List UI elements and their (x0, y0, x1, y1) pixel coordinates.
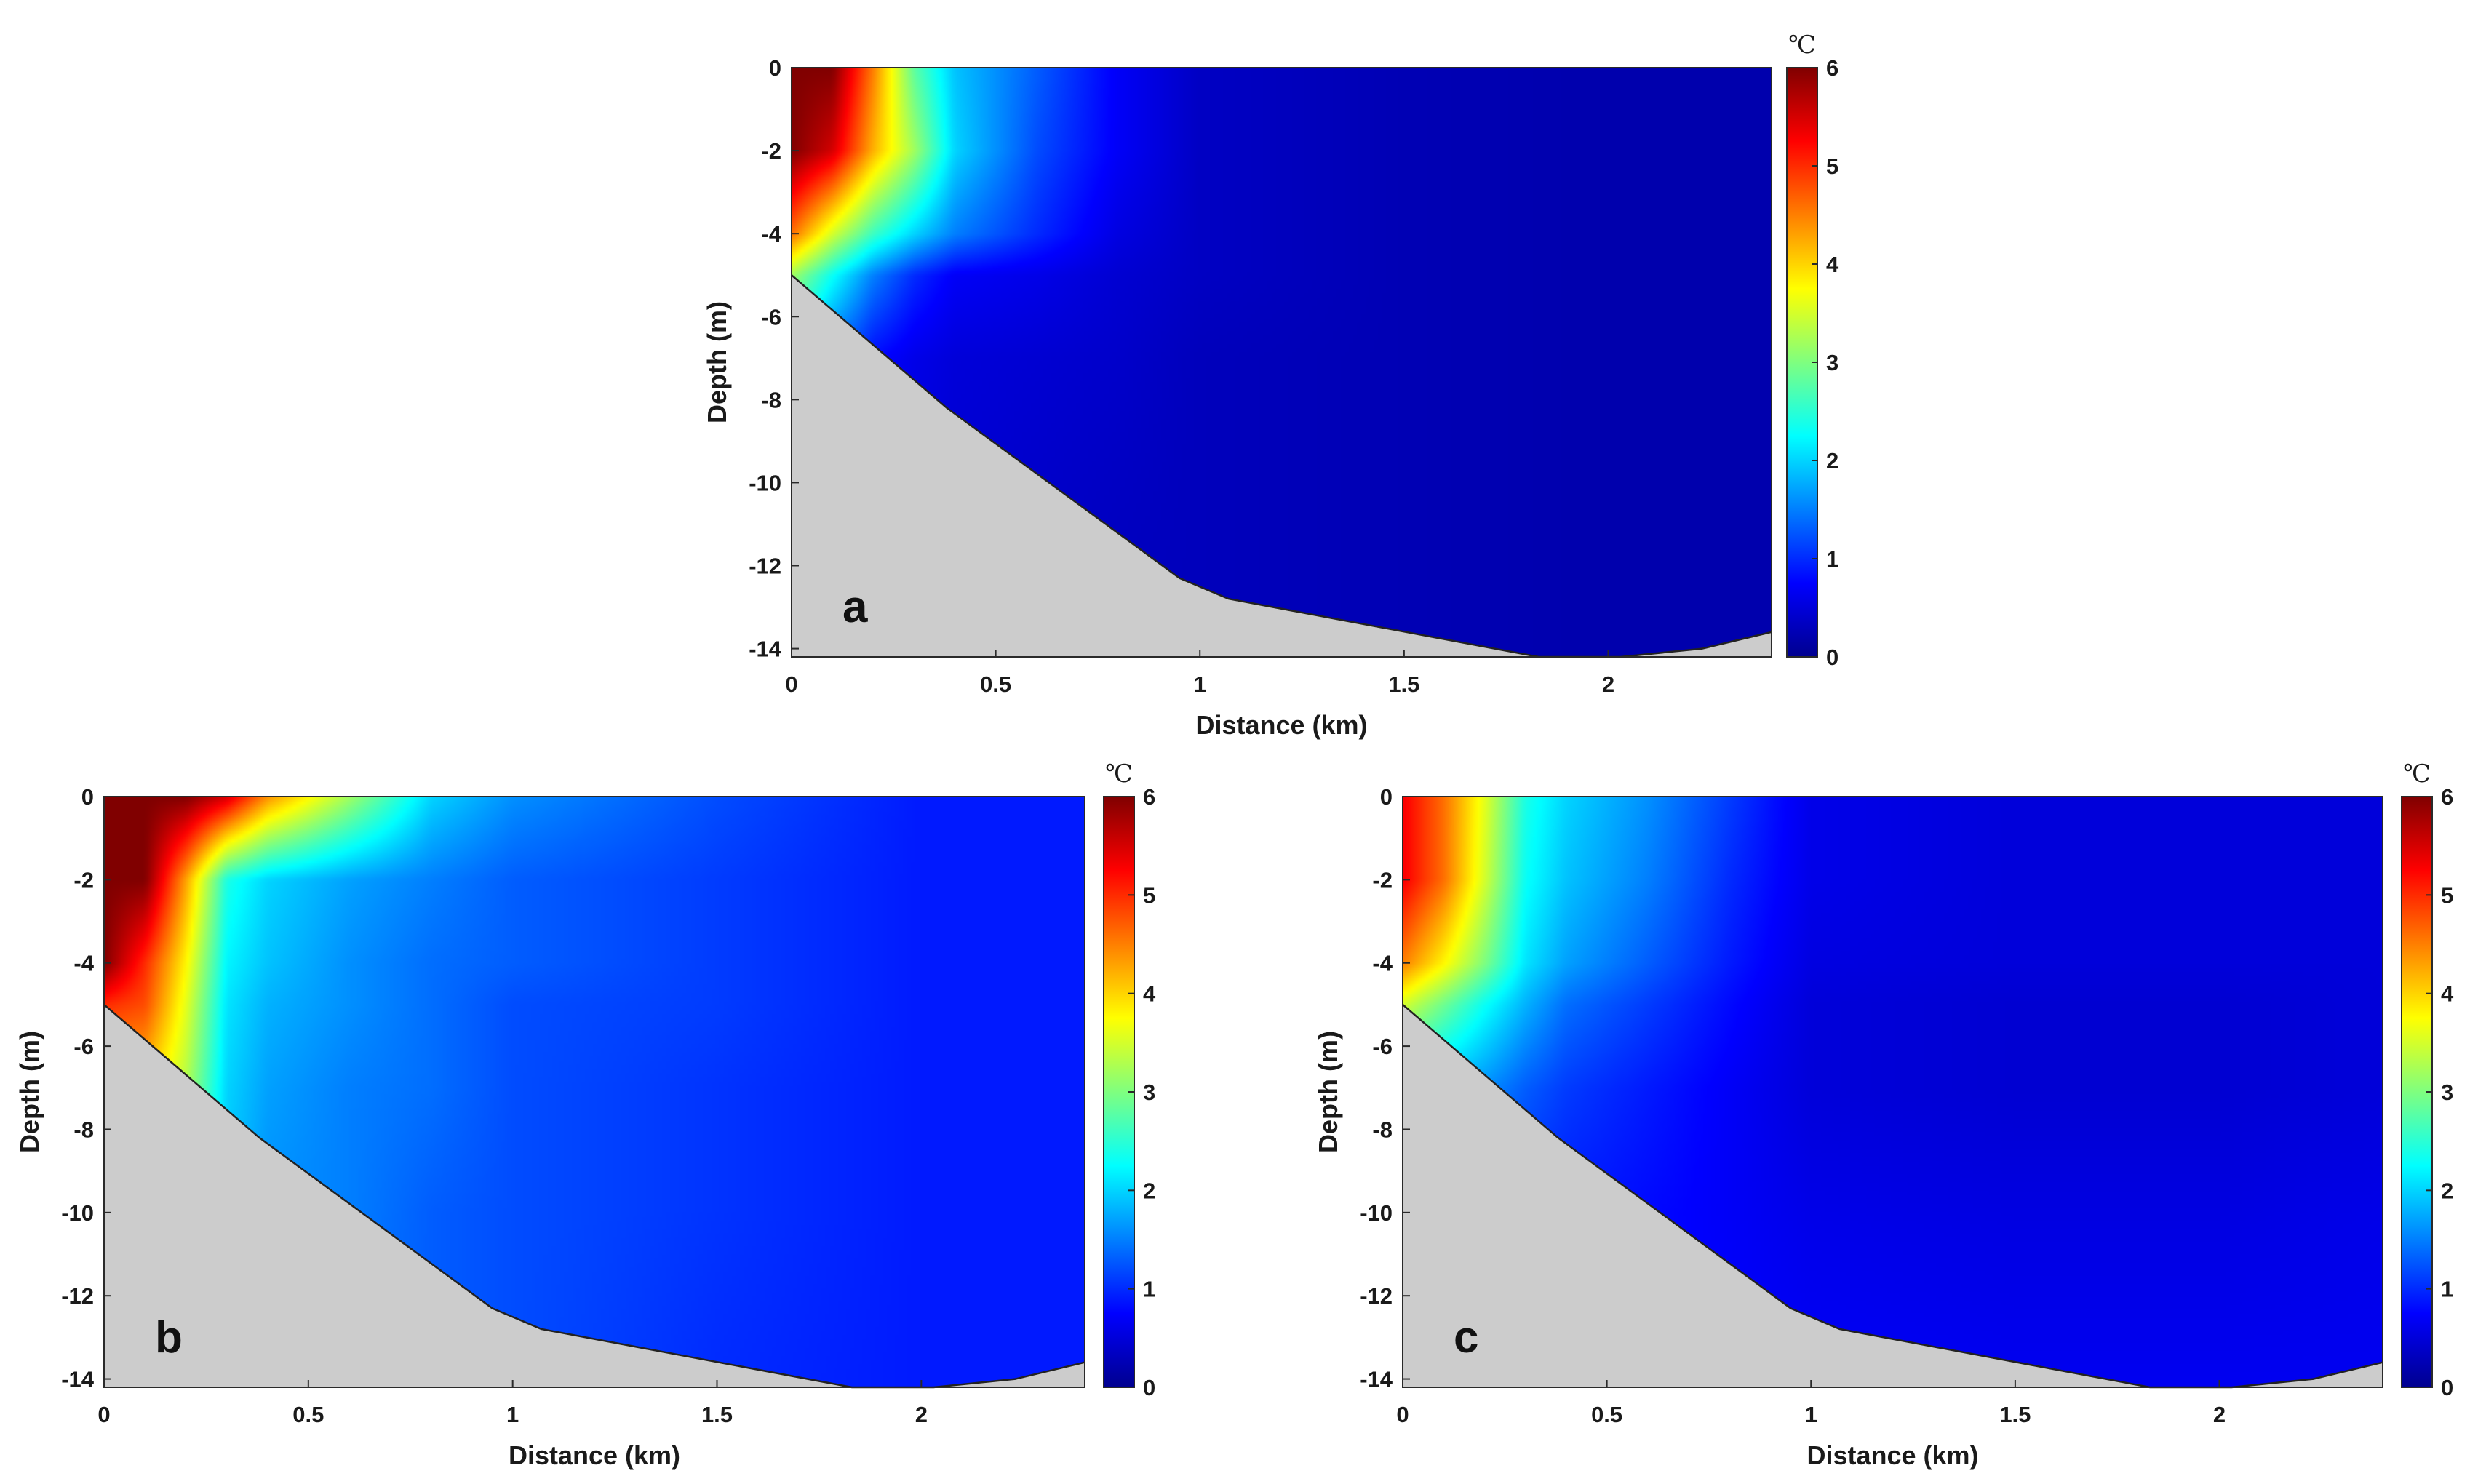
y-tick-label: -2 (73, 867, 94, 893)
y-tick-label: 0 (769, 55, 781, 81)
x-tick-label: 1 (506, 1402, 519, 1427)
x-tick-label: 0 (1396, 1402, 1409, 1427)
plot-frame (1402, 796, 2383, 1388)
y-axis-label: Depth (m) (1313, 1031, 1343, 1153)
seabed-line (1402, 1003, 2383, 1389)
y-tick-label: 0 (81, 784, 94, 810)
colorbar-tick-label: 0 (1826, 645, 1838, 670)
colorbar-tick-label: 2 (1826, 448, 1838, 474)
colorbar-tick-label: 5 (1143, 882, 1155, 908)
y-tick-label: 0 (1380, 784, 1393, 810)
colorbar-tick-label: 1 (2441, 1277, 2453, 1302)
y-tick-label: -12 (1360, 1283, 1393, 1309)
plot-frame (791, 67, 1772, 658)
x-axis-label: Distance (km) (509, 1440, 680, 1470)
colorbar-tick-label: 1 (1826, 546, 1838, 572)
x-tick-label: 1.5 (701, 1402, 733, 1427)
x-tick-label: 0 (97, 1402, 110, 1427)
colorbar-tick-label: 0 (2441, 1375, 2453, 1400)
colorbar-tick-label: 6 (2441, 784, 2453, 810)
y-tick-label: -8 (73, 1117, 94, 1142)
colorbar-tick-label: 2 (1143, 1178, 1155, 1203)
plot-frame (103, 796, 1085, 1388)
y-axis-label: Depth (m) (15, 1031, 44, 1153)
y-tick-label: -14 (749, 637, 782, 662)
y-tick-label: -10 (749, 470, 781, 495)
x-axis-label: Distance (km) (1806, 1440, 1978, 1470)
y-tick-label: -4 (761, 221, 781, 247)
y-tick-label: -4 (1372, 951, 1393, 976)
panel-a: 0 0.5 1 1.5 2 0 -2 -4 -6 -8 -10 -12 -14 Distance (km)… (702, 31, 1839, 740)
y-tick-label: -14 (61, 1367, 95, 1392)
panel-c: 0 0.5 1 1.5 2 0 -2 -4 -6 -8 -10 -12 -14 Distance (km)… (1313, 759, 2454, 1470)
colorbar-tick-label: 3 (2441, 1080, 2453, 1105)
y-axis-label: Depth (m) (702, 301, 732, 423)
colorbar-unit: ℃ (2403, 759, 2431, 789)
x-tick-label: 1.5 (1388, 671, 1419, 697)
panel-letter: c (1454, 1312, 1478, 1363)
x-tick-label: 0.5 (980, 671, 1011, 697)
y-tick-label: -10 (1360, 1200, 1393, 1226)
panel-b: 0 0.5 1 1.5 2 0 -2 -4 -6 -8 -10 -12 -14 Distance (km)… (15, 759, 1156, 1470)
panel-letter: b (155, 1312, 183, 1363)
seabed-area (792, 275, 1772, 657)
x-tick-label: 0.5 (292, 1402, 324, 1427)
x-tick-label: 1.5 (1999, 1402, 2031, 1427)
x-axis-label: Distance (km) (1195, 710, 1367, 740)
colorbar-tick-label: 4 (1143, 981, 1156, 1007)
y-tick-label: -8 (1372, 1117, 1393, 1142)
colorbar-unit: ℃ (1788, 31, 1816, 60)
y-tick-label: -2 (761, 138, 781, 164)
colorbar-tick-label: 5 (1826, 153, 1838, 179)
y-tick-label: -12 (749, 554, 781, 579)
panel-letter: a (842, 582, 868, 632)
y-tick-label: -6 (761, 304, 781, 330)
colorbar-tick-label: 5 (2441, 882, 2453, 908)
colorbar-tick-label: 4 (2441, 981, 2454, 1007)
y-tick-label: -14 (1360, 1367, 1393, 1392)
x-tick-label: 0.5 (1591, 1402, 1622, 1427)
colorbar-tick-label: 1 (1143, 1277, 1155, 1302)
x-tick-label: 0 (785, 671, 797, 697)
x-tick-label: 2 (915, 1402, 928, 1427)
y-tick-label: -6 (73, 1034, 94, 1059)
seabed-area (104, 1004, 1085, 1387)
seabed-line (791, 274, 1772, 658)
colorbar-tick-label: 6 (1143, 784, 1155, 810)
seabed-area (1403, 1004, 2383, 1387)
colorbar-tick-label: 3 (1143, 1080, 1155, 1105)
x-tick-label: 2 (2213, 1402, 2226, 1427)
colorbar-tick-label: 4 (1826, 252, 1839, 277)
y-tick-label: -6 (1372, 1034, 1393, 1059)
y-tick-label: -4 (73, 951, 94, 976)
seabed-line (103, 1003, 1085, 1389)
x-tick-label: 1 (1805, 1402, 1817, 1427)
x-tick-label: 1 (1194, 671, 1206, 697)
colorbar-unit: ℃ (1105, 759, 1133, 789)
y-tick-label: -12 (61, 1283, 94, 1309)
colorbar-tick-label: 2 (2441, 1178, 2453, 1203)
colorbar-tick-label: 3 (1826, 350, 1838, 375)
y-tick-label: -8 (761, 387, 781, 412)
y-tick-label: -10 (61, 1200, 94, 1226)
colorbar-tick-label: 0 (1143, 1375, 1155, 1400)
y-tick-label: -2 (1372, 867, 1393, 893)
colorbar-tick-label: 6 (1826, 55, 1838, 81)
x-tick-label: 2 (1602, 671, 1614, 697)
